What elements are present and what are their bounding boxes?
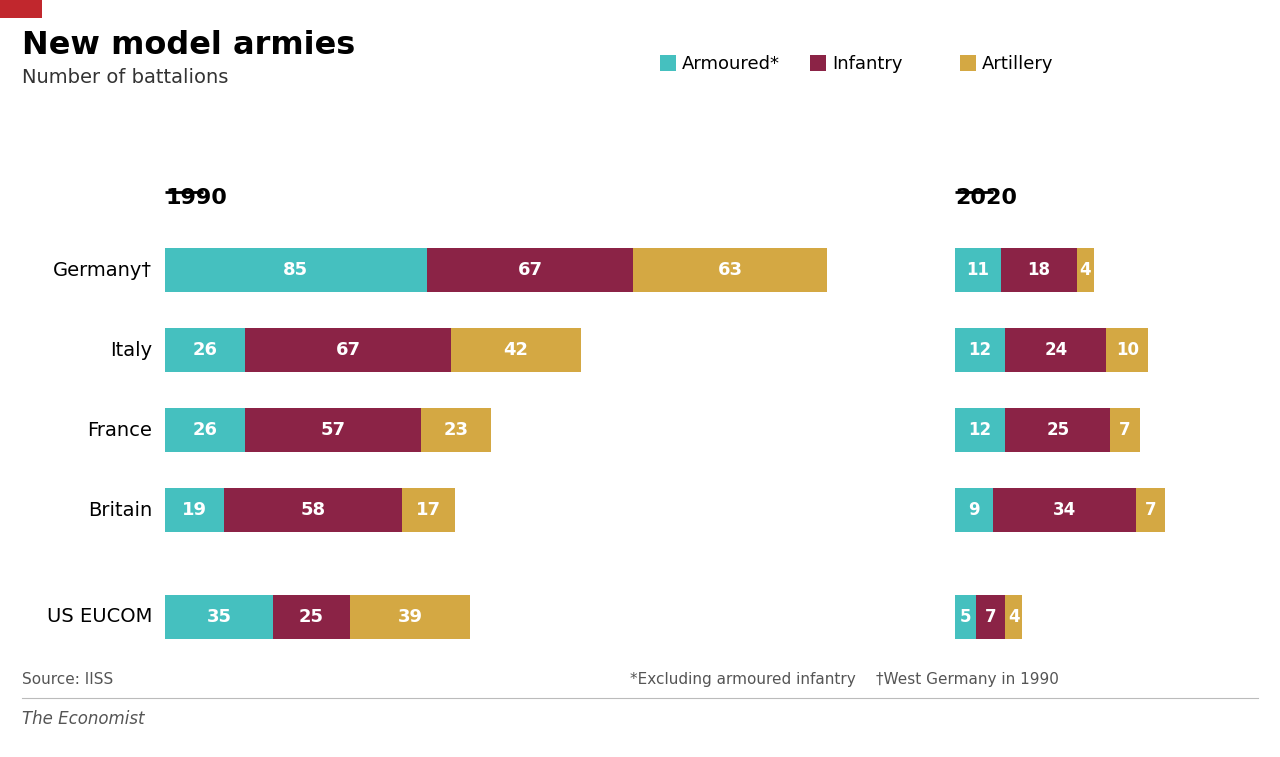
Text: 10: 10: [1116, 341, 1139, 359]
Bar: [244, 408, 421, 452]
Bar: [977, 595, 1005, 639]
Text: 25: 25: [298, 608, 324, 626]
Bar: [452, 328, 581, 372]
Text: *Excluding armoured infantry: *Excluding armoured infantry: [630, 672, 856, 687]
Text: France: France: [87, 420, 152, 440]
Text: 34: 34: [1052, 501, 1075, 519]
Bar: [1005, 328, 1106, 372]
Text: 5: 5: [960, 608, 972, 626]
Text: Italy: Italy: [110, 341, 152, 360]
Bar: [165, 408, 244, 452]
Bar: [1005, 595, 1023, 639]
Bar: [1005, 408, 1111, 452]
Text: US EUCOM: US EUCOM: [46, 608, 152, 627]
Text: The Economist: The Economist: [22, 710, 145, 728]
Text: Source: IISS: Source: IISS: [22, 672, 113, 687]
Text: Armoured*: Armoured*: [682, 55, 780, 73]
Text: 11: 11: [966, 261, 989, 279]
Bar: [244, 328, 452, 372]
Bar: [165, 488, 224, 532]
Text: Artillery: Artillery: [982, 55, 1053, 73]
Bar: [1076, 248, 1093, 292]
Text: 39: 39: [397, 608, 422, 626]
Bar: [165, 595, 273, 639]
Text: Number of battalions: Number of battalions: [22, 68, 228, 87]
Text: 17: 17: [416, 501, 440, 519]
Bar: [955, 328, 1005, 372]
Text: Infantry: Infantry: [832, 55, 902, 73]
Text: 12: 12: [969, 341, 992, 359]
Bar: [1001, 248, 1076, 292]
Text: 42: 42: [503, 341, 529, 359]
Bar: [165, 248, 426, 292]
Text: 2020: 2020: [955, 188, 1018, 208]
Bar: [1111, 408, 1139, 452]
Bar: [960, 55, 977, 71]
Text: New model armies: New model armies: [22, 30, 356, 61]
Bar: [165, 328, 244, 372]
Text: 1990: 1990: [165, 188, 227, 208]
Text: 26: 26: [192, 341, 218, 359]
Bar: [955, 408, 1005, 452]
Text: 23: 23: [444, 421, 468, 439]
Bar: [660, 55, 676, 71]
Text: 18: 18: [1028, 261, 1051, 279]
Text: 24: 24: [1044, 341, 1068, 359]
Text: 7: 7: [984, 608, 997, 626]
Bar: [810, 55, 826, 71]
Text: 25: 25: [1046, 421, 1070, 439]
Text: 63: 63: [718, 261, 742, 279]
Text: Britain: Britain: [88, 500, 152, 519]
Bar: [993, 488, 1135, 532]
Text: 7: 7: [1144, 501, 1156, 519]
Text: 4: 4: [1007, 608, 1020, 626]
Text: 4: 4: [1079, 261, 1091, 279]
Text: 35: 35: [206, 608, 232, 626]
Bar: [402, 488, 454, 532]
Text: 12: 12: [969, 421, 992, 439]
Text: 67: 67: [335, 341, 361, 359]
Text: 57: 57: [320, 421, 346, 439]
Bar: [349, 595, 470, 639]
Text: 19: 19: [182, 501, 207, 519]
Text: 9: 9: [968, 501, 979, 519]
Text: 58: 58: [301, 501, 325, 519]
Bar: [1106, 328, 1148, 372]
Text: 85: 85: [283, 261, 308, 279]
Text: Germany†: Germany†: [52, 260, 152, 279]
Text: †West Germany in 1990: †West Germany in 1990: [876, 672, 1059, 687]
Text: 67: 67: [517, 261, 543, 279]
Bar: [634, 248, 827, 292]
Bar: [273, 595, 349, 639]
Bar: [955, 488, 993, 532]
Bar: [955, 595, 977, 639]
Bar: [0, 0, 42, 18]
Bar: [224, 488, 402, 532]
Bar: [426, 248, 634, 292]
Bar: [1135, 488, 1165, 532]
Text: 26: 26: [192, 421, 218, 439]
Text: 7: 7: [1119, 421, 1132, 439]
Bar: [421, 408, 492, 452]
Bar: [955, 248, 1001, 292]
